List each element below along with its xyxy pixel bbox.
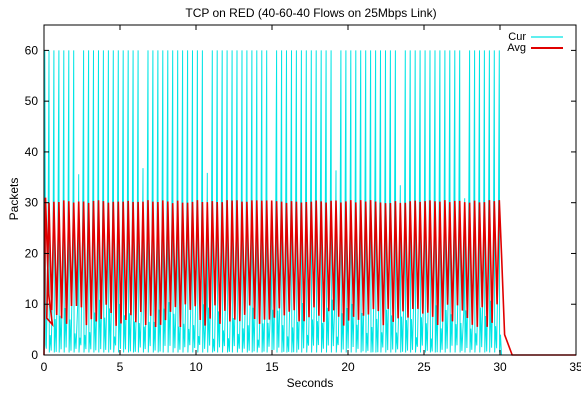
y-tick-label: 0 — [31, 348, 38, 362]
x-axis-label: Seconds — [287, 376, 334, 390]
y-tick-label: 20 — [25, 246, 39, 260]
y-tick-label: 60 — [25, 43, 39, 57]
y-tick-label: 40 — [25, 145, 39, 159]
y-tick-label: 30 — [25, 196, 39, 210]
series-line-avg — [43, 197, 576, 356]
x-tick-label: 15 — [265, 360, 279, 374]
x-tick-label: 10 — [189, 360, 203, 374]
plot-area — [43, 50, 576, 356]
y-axis-ticks: 0 10 20 30 40 50 60 — [25, 43, 576, 362]
y-tick-label: 10 — [25, 297, 39, 311]
x-tick-label: 35 — [569, 360, 581, 374]
x-tick-label: 30 — [493, 360, 507, 374]
x-tick-label: 25 — [417, 360, 431, 374]
plot-frame — [43, 24, 577, 356]
series-line-cur — [43, 50, 510, 356]
x-axis-ticks: 0 5 10 15 20 25 30 35 — [41, 25, 581, 374]
x-tick-label: 20 — [341, 360, 355, 374]
chart-title: TCP on RED (40-60-40 Flows on 25Mbps Lin… — [185, 6, 436, 20]
y-axis-label: Packets — [7, 178, 21, 221]
series-avg — [43, 197, 576, 356]
y-tick-label: 50 — [25, 94, 39, 108]
legend-label-avg: Avg — [507, 42, 526, 54]
x-tick-label: 0 — [41, 360, 48, 374]
x-tick-label: 5 — [117, 360, 124, 374]
legend: Cur Avg — [507, 31, 563, 54]
series-cur — [43, 50, 510, 356]
legend-label-cur: Cur — [508, 31, 526, 43]
